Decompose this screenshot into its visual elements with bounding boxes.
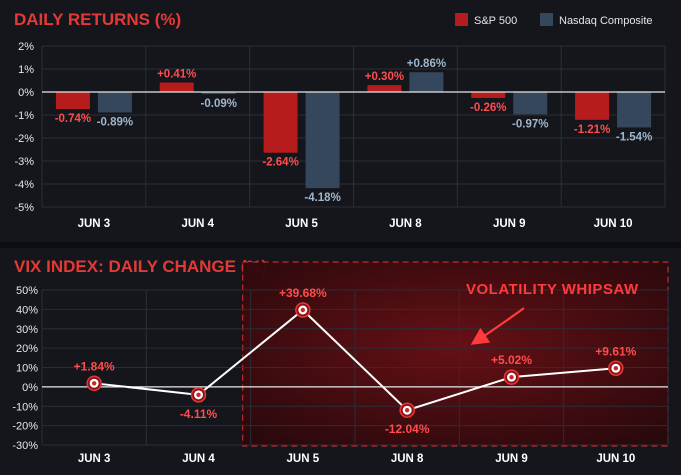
returns-x-tick: JUN 8 xyxy=(389,218,422,230)
bar-sp500 xyxy=(159,82,194,92)
bar-nasdaq xyxy=(513,92,548,115)
vix-y-tick: 20% xyxy=(16,343,38,355)
vix-y-tick: 0% xyxy=(22,382,38,394)
returns-x-tick: JUN 3 xyxy=(78,218,111,230)
vix-grid xyxy=(41,289,669,446)
returns-bars xyxy=(55,72,652,189)
label-nasdaq: +0.86% xyxy=(407,58,446,70)
label-sp500: +0.41% xyxy=(157,69,196,81)
vix-label: +39.68% xyxy=(279,286,327,300)
legend-label-sp500: S&P 500 xyxy=(474,15,517,27)
returns-data-labels: -0.74% -0.89% +0.41% -0.09% -2.64% -4.18% +0.3… xyxy=(55,58,653,204)
bar-sp500 xyxy=(575,92,610,120)
returns-y-tick: 0% xyxy=(18,87,34,99)
vix-data-labels: +1.84% -4.11% +39.68% -12.04% +5.02% +9.61% xyxy=(74,286,637,436)
label-sp500: -0.74% xyxy=(55,113,91,125)
vix-y-tick: 10% xyxy=(16,363,38,375)
returns-x-tick: JUN 4 xyxy=(181,218,214,230)
label-sp500: -0.26% xyxy=(470,102,506,114)
bar-sp500 xyxy=(263,92,298,153)
returns-x-tick: JUN 9 xyxy=(493,218,526,230)
bar-nasdaq xyxy=(201,92,236,95)
returns-y-tick: 1% xyxy=(18,64,34,76)
returns-panel xyxy=(0,0,681,242)
volatility-highlight-box xyxy=(242,261,669,447)
vix-y-axis: 50% 40% 30% 20% 10% 0% -10% -20% -30% xyxy=(12,285,38,452)
label-nasdaq: -0.89% xyxy=(97,116,133,128)
label-nasdaq: -0.97% xyxy=(512,118,548,130)
returns-title: DAILY RETURNS (%) xyxy=(14,10,181,29)
volatility-annotation: VOLATILITY WHIPSAW xyxy=(466,281,639,298)
vix-label: -4.11% xyxy=(180,407,218,421)
returns-y-tick: -1% xyxy=(14,110,34,122)
bar-sp500 xyxy=(471,92,506,98)
vix-x-tick: JUN 8 xyxy=(391,453,424,465)
vix-y-tick: -20% xyxy=(12,421,38,433)
label-nasdaq: -4.18% xyxy=(304,192,340,204)
vix-point-core xyxy=(613,366,619,371)
legend-swatch-sp500 xyxy=(455,13,468,26)
vix-label: +5.02% xyxy=(491,353,532,367)
vix-y-tick: 30% xyxy=(16,324,38,336)
vix-series-line xyxy=(94,308,616,412)
returns-y-tick: 2% xyxy=(18,41,34,53)
returns-x-tick: JUN 10 xyxy=(594,218,633,230)
vix-x-tick: JUN 10 xyxy=(596,453,635,465)
vix-points xyxy=(86,302,624,418)
vix-x-axis: JUN 3 JUN 4 JUN 5 JUN 8 JUN 9 JUN 10 xyxy=(78,453,635,465)
returns-y-tick: -5% xyxy=(14,202,34,214)
bar-nasdaq xyxy=(97,92,132,113)
annotation-arrow xyxy=(470,307,525,345)
legend-swatch-nasdaq xyxy=(540,13,553,26)
bar-nasdaq xyxy=(305,92,340,189)
vix-x-tick: JUN 9 xyxy=(495,453,528,465)
label-nasdaq: -1.54% xyxy=(616,131,652,143)
vix-point-core xyxy=(300,307,306,313)
label-sp500: -2.64% xyxy=(262,157,298,169)
label-sp500: +0.30% xyxy=(365,71,404,83)
vix-x-tick: JUN 4 xyxy=(182,453,215,465)
bar-nasdaq xyxy=(409,72,444,92)
legend-label-nasdaq: Nasdaq Composite xyxy=(559,15,653,27)
vix-point-core xyxy=(404,408,410,413)
vix-y-tick: -10% xyxy=(12,401,38,413)
returns-y-tick: -4% xyxy=(14,179,34,191)
vix-y-tick: -30% xyxy=(12,440,38,452)
returns-y-tick: -2% xyxy=(14,133,34,145)
vix-label: +1.84% xyxy=(74,359,115,373)
vix-point-core xyxy=(91,381,97,386)
label-sp500: -1.21% xyxy=(574,124,610,136)
label-nasdaq: -0.09% xyxy=(201,98,237,110)
returns-x-axis: JUN 3 JUN 4 JUN 5 JUN 8 JUN 9 JUN 10 xyxy=(78,218,633,230)
legend: S&P 500 Nasdaq Composite xyxy=(455,13,653,27)
vix-label: -12.04% xyxy=(385,422,430,436)
returns-y-tick: -3% xyxy=(14,156,34,168)
vix-y-tick: 40% xyxy=(16,304,38,316)
vix-point-core xyxy=(509,374,514,380)
returns-y-axis: 2% 1% 0% -1% -2% -3% -4% -5% xyxy=(14,41,34,214)
returns-x-tick: JUN 5 xyxy=(285,218,318,230)
bar-sp500 xyxy=(367,85,402,92)
vix-title: VIX INDEX: DAILY CHANGE (%) xyxy=(14,257,267,276)
vix-x-tick: JUN 5 xyxy=(287,453,320,465)
vix-x-tick: JUN 3 xyxy=(78,453,111,465)
vix-y-tick: 50% xyxy=(16,285,38,297)
vix-point-core xyxy=(196,392,201,398)
vix-label: +9.61% xyxy=(595,344,636,358)
bar-sp500 xyxy=(55,92,90,110)
bar-nasdaq xyxy=(617,92,652,128)
